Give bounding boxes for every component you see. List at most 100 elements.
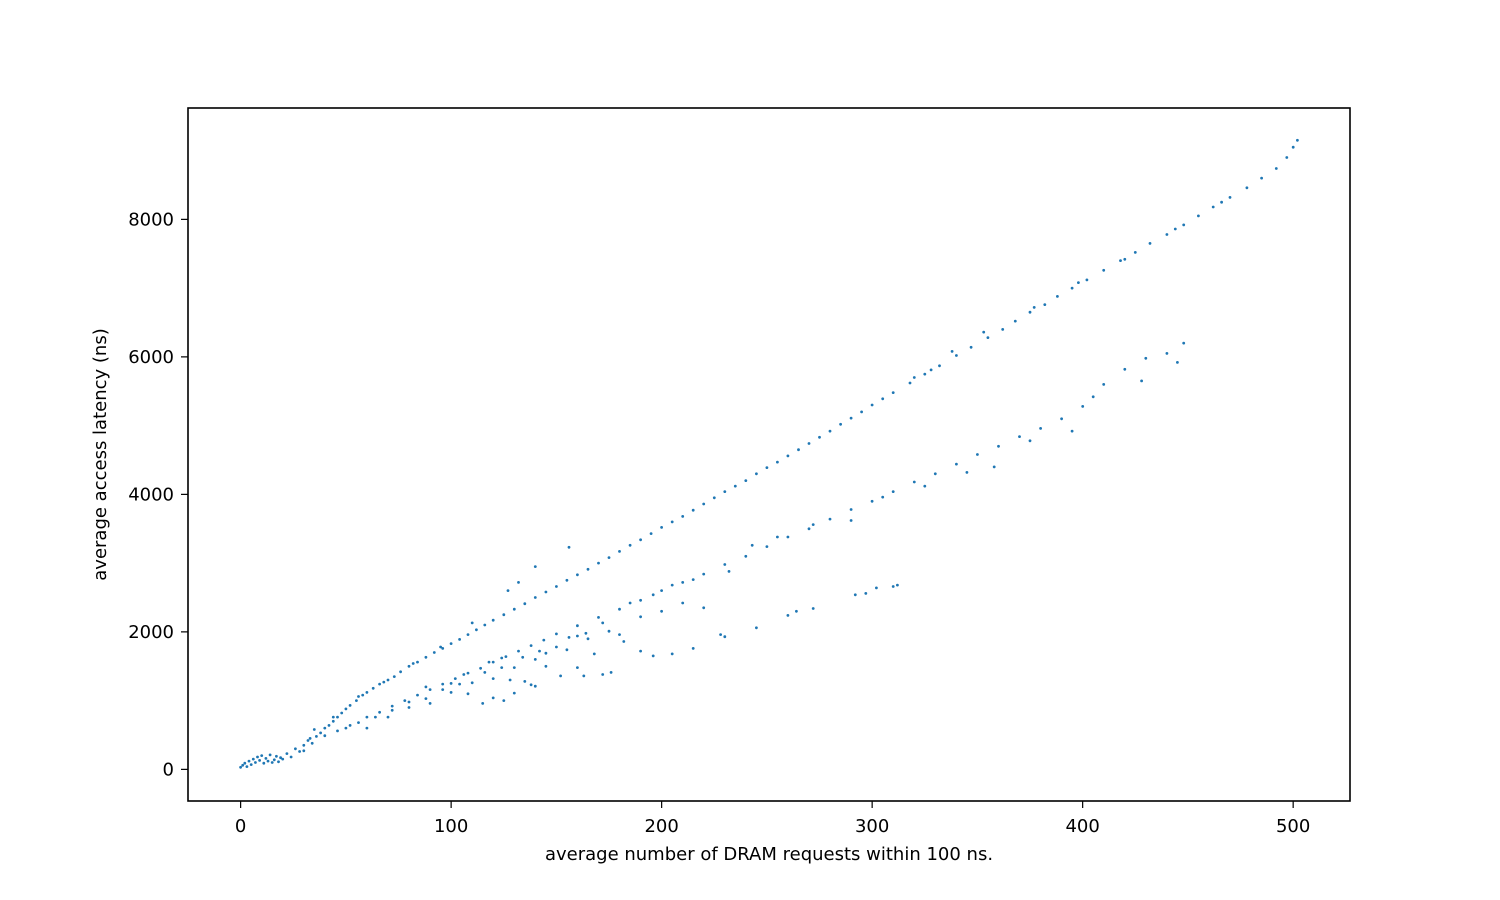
data-point	[891, 490, 895, 493]
data-point	[811, 607, 815, 610]
data-point	[586, 567, 590, 571]
data-point	[776, 535, 779, 539]
data-point	[755, 626, 758, 630]
data-point	[1043, 303, 1047, 306]
x-tick-label: 300	[855, 816, 889, 837]
y-tick-label: 6000	[128, 347, 174, 368]
data-point	[502, 699, 506, 702]
data-point	[256, 755, 259, 759]
data-point	[416, 693, 419, 697]
data-point	[453, 677, 457, 680]
data-point	[365, 726, 369, 730]
data-point	[1285, 156, 1289, 159]
data-point	[601, 621, 605, 625]
data-point	[986, 336, 990, 339]
data-point	[818, 435, 821, 439]
data-point	[565, 578, 569, 582]
data-point	[955, 354, 958, 357]
data-point	[719, 633, 722, 636]
data-point	[439, 645, 442, 649]
data-point	[786, 454, 790, 458]
data-point	[348, 724, 352, 727]
data-point	[424, 655, 428, 659]
data-point	[538, 649, 541, 653]
data-point	[336, 729, 339, 733]
data-point	[1013, 319, 1017, 323]
data-point	[982, 330, 986, 334]
data-point	[533, 596, 537, 599]
data-point	[502, 613, 506, 617]
data-point	[239, 765, 243, 769]
data-point	[365, 715, 369, 719]
data-point	[449, 691, 453, 694]
data-point	[357, 695, 360, 698]
data-point	[744, 554, 748, 558]
data-point	[254, 761, 257, 764]
data-point	[992, 465, 996, 469]
data-point	[555, 632, 558, 636]
data-point	[1182, 341, 1186, 345]
data-point	[849, 508, 853, 511]
data-point	[691, 647, 695, 650]
data-point	[1001, 328, 1005, 331]
data-point	[241, 763, 245, 767]
y-tick-label: 8000	[128, 209, 174, 230]
data-point	[1091, 395, 1095, 399]
data-point	[357, 721, 360, 724]
data-point	[243, 761, 247, 765]
data-point	[712, 496, 716, 500]
data-point	[649, 532, 653, 535]
data-point	[1173, 227, 1177, 231]
data-point	[795, 609, 798, 613]
data-point	[449, 642, 453, 645]
data-point	[458, 638, 461, 641]
data-point	[1119, 259, 1122, 262]
data-point	[247, 759, 251, 763]
data-point	[1220, 200, 1223, 204]
data-point	[639, 538, 642, 542]
data-point	[344, 707, 348, 711]
data-point	[462, 673, 466, 676]
data-point	[331, 715, 335, 719]
data-point	[441, 688, 445, 691]
data-point	[289, 755, 293, 759]
data-point	[544, 590, 548, 594]
data-point	[327, 724, 331, 727]
data-point	[733, 484, 737, 488]
data-point	[355, 699, 358, 702]
data-point	[374, 715, 377, 719]
data-point	[407, 706, 411, 709]
data-point	[272, 758, 276, 762]
data-point	[302, 749, 306, 753]
data-point	[308, 737, 312, 740]
y-tick-label: 4000	[128, 484, 174, 505]
data-point	[1274, 167, 1278, 170]
data-point	[386, 715, 390, 719]
data-point	[881, 495, 885, 499]
data-point	[251, 757, 255, 761]
data-point	[670, 520, 674, 524]
data-point	[266, 759, 270, 763]
data-point	[1228, 196, 1232, 199]
data-point	[639, 649, 642, 653]
data-point	[750, 543, 754, 547]
data-point	[249, 763, 253, 766]
data-point	[323, 726, 327, 730]
data-point	[470, 681, 474, 685]
data-point	[521, 655, 525, 659]
data-point	[264, 757, 268, 760]
data-point	[660, 589, 663, 592]
data-point	[487, 660, 491, 664]
data-point	[912, 376, 916, 379]
data-point	[896, 583, 899, 587]
data-point	[639, 598, 642, 602]
data-point	[691, 508, 695, 512]
data-point	[344, 726, 348, 730]
data-point	[955, 462, 958, 466]
data-point	[331, 719, 335, 723]
data-point	[336, 715, 339, 719]
data-point	[506, 589, 510, 592]
data-point	[622, 640, 626, 643]
data-point	[765, 466, 769, 469]
data-point	[481, 702, 485, 705]
